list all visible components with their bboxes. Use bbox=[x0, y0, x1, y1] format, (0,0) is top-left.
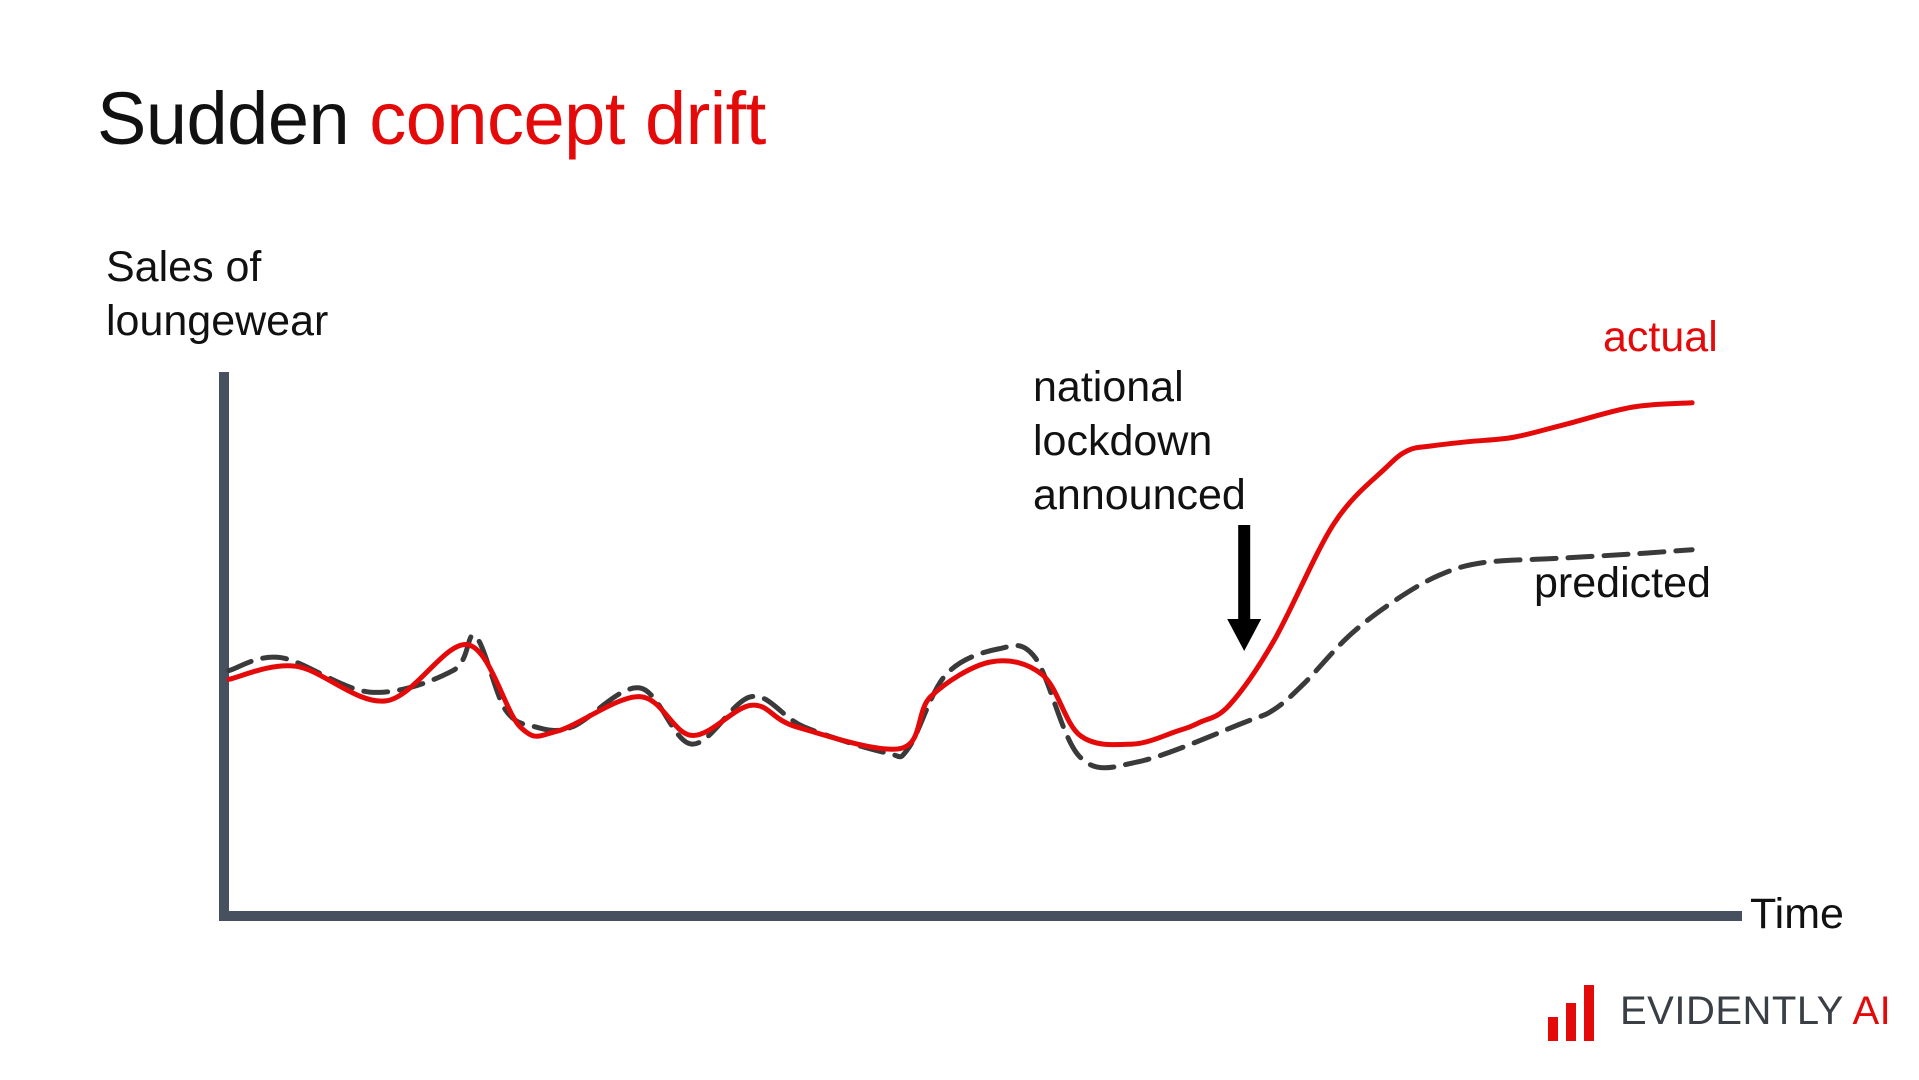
logo-bar-icon bbox=[1584, 985, 1594, 1041]
annotation-arrow-shaft bbox=[1238, 525, 1251, 623]
y-axis-label: Sales of loungewear bbox=[106, 243, 329, 345]
logo-bar-icon bbox=[1566, 1003, 1576, 1041]
evidently-logo: EVIDENTLY AI bbox=[1548, 983, 1891, 1041]
annotation-arrow-head bbox=[1227, 619, 1262, 651]
lockdown-annotation: national lockdown announced bbox=[1033, 363, 1246, 519]
legend-actual: actual bbox=[1603, 313, 1718, 361]
logo-text: EVIDENTLY bbox=[1620, 989, 1844, 1033]
annotation-arrow bbox=[1227, 525, 1262, 651]
x-axis-label: Time bbox=[1750, 890, 1844, 938]
logo-wordmark: EVIDENTLY AI bbox=[1620, 991, 1891, 1031]
title-part-plain: Sudden bbox=[97, 77, 350, 160]
title-part-accent: concept drift bbox=[369, 77, 766, 160]
predicted-series-line bbox=[226, 547, 1695, 771]
logo-accent-text: AI bbox=[1852, 989, 1892, 1033]
legend-predicted: predicted bbox=[1534, 559, 1711, 607]
slide-title: Sudden concept drift bbox=[97, 82, 766, 156]
logo-bar-icon bbox=[1548, 1017, 1558, 1041]
actual-series-line bbox=[226, 400, 1695, 752]
